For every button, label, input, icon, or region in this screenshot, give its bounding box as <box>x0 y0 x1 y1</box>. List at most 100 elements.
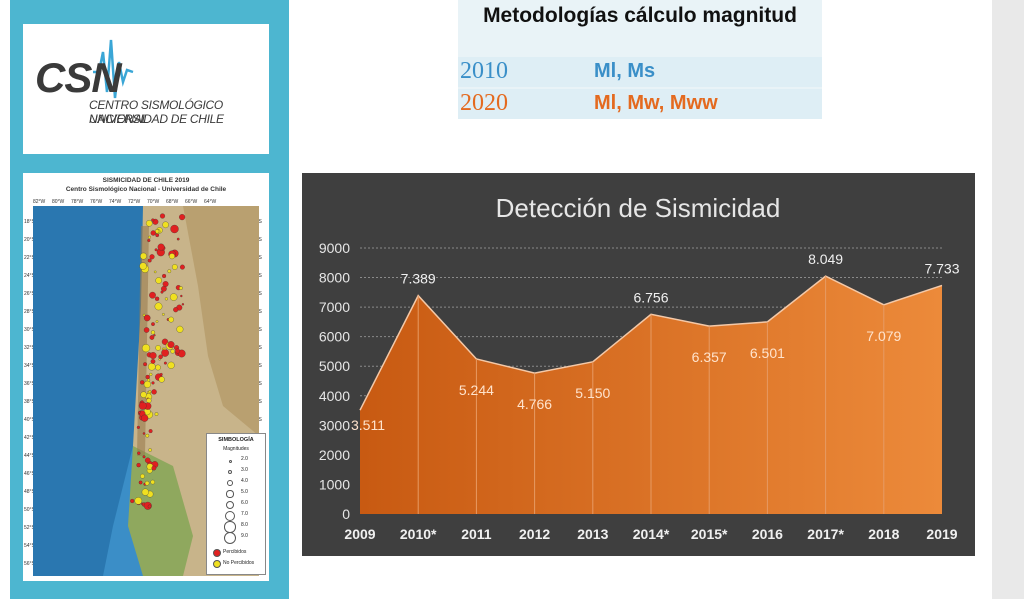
map-event-dot <box>163 347 167 351</box>
map-subtitle: Centro Sismológico Nacional - Universida… <box>65 186 227 193</box>
chart-data-label: 7.733 <box>924 260 959 276</box>
legend-category-label: No Percibidos <box>223 560 255 566</box>
map-event-dot <box>175 348 181 354</box>
map-event-dot <box>150 330 156 335</box>
map-latitude-label: 30°S <box>24 327 35 333</box>
map-event-dot <box>140 252 147 260</box>
map-event-dot <box>176 325 184 333</box>
map-event-dot <box>158 376 165 383</box>
map-event-dot <box>161 349 169 357</box>
chart-x-tick-label: 2016 <box>752 526 783 542</box>
map-event-dot <box>151 381 155 385</box>
chart-area <box>359 275 943 514</box>
map-event-dot <box>147 258 152 263</box>
methodology-value: Ml, Mw, Mww <box>594 92 718 114</box>
map-event-dot <box>149 254 155 260</box>
map-event-dot <box>150 479 155 485</box>
chart-y-tick-label: 0 <box>342 506 350 522</box>
legend-size-dot <box>223 531 237 545</box>
map-latitude-label: 50°S <box>24 507 35 513</box>
map-latitude-label: 56°S <box>24 561 35 567</box>
chart-y-tick-label: 6000 <box>319 329 350 345</box>
map-event-dot <box>138 480 143 485</box>
map-event-dot <box>169 253 175 260</box>
map-longitude-label: 74°W <box>109 199 122 205</box>
legend-magnitude-row: 5.0 <box>207 489 265 498</box>
map-latitude-label: 52°S <box>24 525 35 531</box>
legend-category: Percibidos <box>213 548 265 558</box>
chart-data-label: 5.150 <box>575 385 610 401</box>
map-event-dot <box>155 233 160 238</box>
chart-x-tick-label: 2018 <box>868 526 899 542</box>
legend-magnitude-row: 8.0 <box>207 521 265 533</box>
map-event-dot <box>168 316 174 323</box>
map-latitude-label: 24°S <box>24 273 35 279</box>
legend-category-dot <box>213 549 221 557</box>
chart-y-tick-label: 7000 <box>319 299 350 315</box>
map-event-dot <box>155 277 162 284</box>
map-event-dot <box>154 248 158 252</box>
chart-y-tick-label: 5000 <box>319 358 350 374</box>
map-latitude-label: 48°S <box>24 489 35 495</box>
map-longitude-label: 70°W <box>147 199 160 205</box>
map-longitude-label: 72°W <box>128 199 141 205</box>
logo-acronym: CSN <box>35 54 122 101</box>
map-latitude-label: 54°S <box>24 543 35 549</box>
map-longitude-label: 68°W <box>166 199 179 205</box>
map-event-dot <box>140 473 145 479</box>
map-event-dot <box>144 480 150 486</box>
map-event-dot <box>148 429 153 434</box>
legend-magnitude-value: 8.0 <box>241 522 248 528</box>
map-latitude-label: 18°S <box>24 219 35 225</box>
map-event-dot <box>155 345 161 351</box>
legend-magnitude-row: 6.0 <box>207 500 265 510</box>
legend-size-dot <box>224 521 236 533</box>
map-event-dot <box>162 273 167 279</box>
chart-y-tick-label: 2000 <box>319 447 350 463</box>
legend-subtitle: Magnitudes <box>223 446 249 452</box>
map-event-dot <box>149 372 153 376</box>
map-latitude-label: 40°S <box>24 417 35 423</box>
chart-data-label: 6.357 <box>692 349 727 365</box>
map-event-dot <box>136 462 141 468</box>
map-title: SISMICIDAD DE CHILE 2019 <box>102 177 190 184</box>
chart-data-label: 6.501 <box>750 345 785 361</box>
map-event-dot <box>147 504 152 509</box>
map-event-dot <box>136 425 140 429</box>
right-edge-strip <box>992 0 1024 599</box>
map-event-dot <box>154 412 159 416</box>
map-event-dot <box>145 220 153 227</box>
legend-magnitude-value: 7.0 <box>241 511 248 517</box>
methodology-table: Metodologías cálculo magnitud 2010 Ml, M… <box>458 0 822 119</box>
legend-size-dot <box>227 480 233 486</box>
map-event-dot <box>171 264 178 270</box>
map-longitude-label: 78°W <box>71 199 84 205</box>
map-latitude-label: 32°S <box>24 345 35 351</box>
map-event-dot <box>147 238 151 243</box>
legend-category-label: Percibidos <box>223 549 247 555</box>
map-event-dot <box>162 221 169 229</box>
chart-y-tick-label: 9000 <box>319 240 350 256</box>
map-latitude-label: 36°S <box>24 381 35 387</box>
map-event-dot <box>161 338 169 345</box>
map-event-dot <box>140 380 145 385</box>
legend-magnitude-row: 4.0 <box>207 478 265 487</box>
map-latitude-label: 34°S <box>24 363 35 369</box>
map-event-dot <box>180 294 183 298</box>
map-event-dot <box>138 401 147 410</box>
map-event-dot <box>142 313 146 317</box>
map-latitude-label: 28°S <box>24 309 35 315</box>
map-event-dot <box>143 362 148 367</box>
map-event-dot <box>142 432 146 435</box>
map-event-dot <box>150 359 156 364</box>
methodology-year: 2020 <box>460 90 508 116</box>
map-event-dot <box>134 497 143 505</box>
chart-x-tick-label: 2017* <box>807 526 844 542</box>
chart-data-label: 6.756 <box>633 289 668 305</box>
chart-series-line <box>359 275 943 411</box>
chart-x-tick-label: 2010* <box>400 526 437 542</box>
map-event-dot <box>159 213 166 219</box>
map-event-dot <box>154 302 163 311</box>
map-event-dots <box>130 213 186 510</box>
chart-svg: Detección de Sismicidad 0 1000 2000 3000 400… <box>319 193 960 542</box>
